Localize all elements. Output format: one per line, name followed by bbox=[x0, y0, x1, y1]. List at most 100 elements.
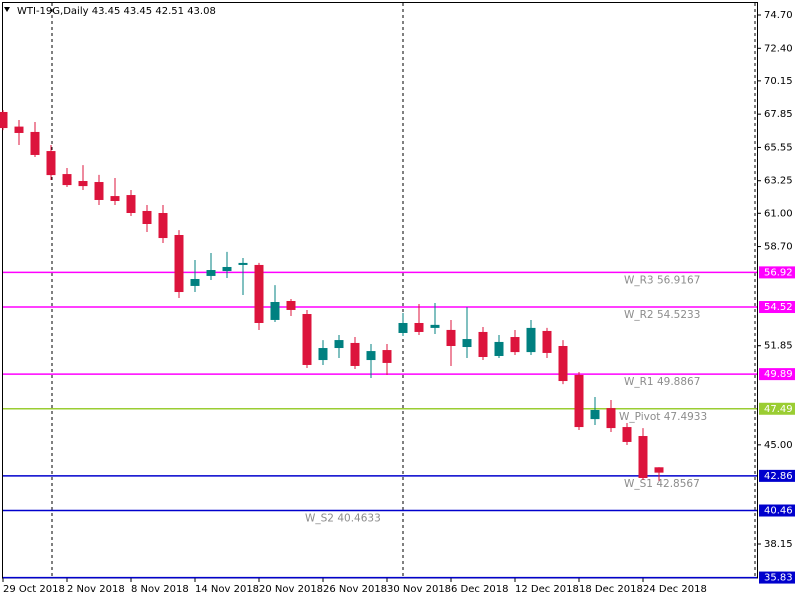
collapse-icon bbox=[4, 7, 10, 12]
level-axis-label: 56.92 bbox=[764, 267, 793, 278]
candle-body bbox=[654, 467, 664, 473]
candle-body bbox=[78, 181, 88, 187]
level-name: W_R2 bbox=[624, 309, 654, 321]
candle-body bbox=[430, 324, 440, 328]
header-close: 43.08 bbox=[187, 6, 216, 17]
header-open: 43.45 bbox=[92, 6, 121, 17]
level-label: W_R2 54.5233 bbox=[624, 309, 700, 321]
chart-header: WTI-19G,Daily 43.45 43.45 42.51 43.08 bbox=[17, 6, 216, 17]
header-low: 42.51 bbox=[155, 6, 184, 17]
x-tick-label: 12 Dec 2018 bbox=[515, 584, 579, 595]
level-label: W_Pivot 47.4933 bbox=[619, 411, 707, 423]
candle-body bbox=[590, 409, 600, 420]
level-value: 47.4933 bbox=[664, 411, 707, 423]
level-value: 49.8867 bbox=[657, 376, 700, 388]
candle-body bbox=[606, 408, 616, 429]
level-axis-box bbox=[759, 571, 795, 584]
candle-body bbox=[190, 278, 200, 286]
y-tick-label: 38.15 bbox=[764, 539, 793, 550]
x-tick-label: 8 Nov 2018 bbox=[131, 584, 189, 595]
candle-body bbox=[398, 322, 408, 333]
level-label: W_R3 56.9167 bbox=[624, 274, 700, 286]
candle-body bbox=[0, 111, 8, 129]
candle-body bbox=[238, 262, 248, 265]
candle-body bbox=[382, 350, 392, 363]
candle-body bbox=[494, 341, 504, 356]
x-tick-label: 20 Nov 2018 bbox=[259, 584, 323, 595]
level-value: 40.4633 bbox=[337, 513, 380, 525]
level-axis-box bbox=[759, 504, 795, 517]
candle-body bbox=[46, 151, 56, 176]
level-name: W_S2 bbox=[305, 513, 334, 525]
y-tick-label: 74.70 bbox=[764, 10, 793, 21]
level-value: 42.8567 bbox=[656, 478, 699, 490]
x-tick-label: 29 Oct 2018 bbox=[3, 584, 65, 595]
y-tick-label: 65.55 bbox=[764, 142, 793, 153]
level-label: W_S1 42.8567 bbox=[624, 478, 700, 490]
candle-body bbox=[62, 174, 72, 186]
x-tick-label: 18 Dec 2018 bbox=[579, 584, 643, 595]
candle-body bbox=[366, 351, 376, 361]
level-axis-label: 49.89 bbox=[764, 369, 793, 380]
y-tick-label: 70.15 bbox=[764, 76, 793, 87]
candle-body bbox=[622, 427, 632, 442]
candle-body bbox=[14, 126, 24, 133]
candle-body bbox=[206, 270, 216, 276]
header-high: 43.45 bbox=[124, 6, 153, 17]
candle-body bbox=[446, 329, 456, 347]
candle-body bbox=[158, 212, 168, 239]
candle-body bbox=[254, 264, 264, 323]
level-axis-label: 40.46 bbox=[764, 506, 793, 517]
candle-body bbox=[222, 266, 232, 272]
candle-body bbox=[318, 348, 328, 361]
y-tick-label: 72.40 bbox=[764, 43, 793, 54]
level-axis-label: 35.83 bbox=[764, 573, 793, 584]
level-value: 54.5233 bbox=[657, 309, 700, 321]
level-axis-box bbox=[759, 368, 795, 381]
candle-body bbox=[142, 210, 152, 224]
candle-body bbox=[542, 330, 552, 353]
level-axis-label: 42.86 bbox=[764, 471, 793, 482]
y-tick-label: 58.70 bbox=[764, 242, 793, 253]
y-tick-label: 51.85 bbox=[764, 341, 793, 352]
candle-body bbox=[638, 436, 648, 478]
candle-body bbox=[350, 342, 360, 366]
level-axis-box bbox=[759, 301, 795, 314]
candle-body bbox=[302, 314, 312, 365]
candle-body bbox=[30, 131, 40, 155]
candle-body bbox=[94, 182, 104, 200]
chart-title: WTI-19G,Daily bbox=[17, 6, 89, 17]
candle-body bbox=[574, 374, 584, 428]
candle-body bbox=[558, 346, 568, 382]
candle-body bbox=[510, 337, 520, 353]
level-label: W_R1 49.8867 bbox=[624, 376, 700, 388]
candle-body bbox=[414, 322, 424, 332]
level-name: W_S1 bbox=[624, 478, 653, 490]
candle-body bbox=[110, 196, 120, 201]
x-tick-label: 24 Dec 2018 bbox=[643, 584, 707, 595]
level-axis-box bbox=[759, 266, 795, 279]
candle-body bbox=[126, 195, 136, 213]
candle-body bbox=[174, 234, 184, 293]
candle-body bbox=[334, 340, 344, 349]
level-axis-box bbox=[759, 469, 795, 482]
y-tick-label: 61.00 bbox=[764, 208, 793, 219]
level-axis-label: 54.52 bbox=[764, 302, 793, 313]
x-tick-label: 6 Dec 2018 bbox=[451, 584, 509, 595]
candle-body bbox=[526, 327, 536, 353]
y-tick-label: 63.25 bbox=[764, 176, 793, 187]
x-tick-label: 14 Nov 2018 bbox=[195, 584, 259, 595]
x-tick-label: 26 Nov 2018 bbox=[323, 584, 387, 595]
x-tick-label: 30 Nov 2018 bbox=[387, 584, 451, 595]
candle-body bbox=[286, 300, 296, 310]
y-tick-label: 67.85 bbox=[764, 109, 793, 120]
level-axis-box bbox=[759, 402, 795, 415]
level-name: W_Pivot bbox=[619, 411, 660, 423]
level-value: 56.9167 bbox=[657, 274, 700, 286]
level-label: W_S2 40.4633 bbox=[305, 513, 381, 525]
x-tick-label: 2 Nov 2018 bbox=[67, 584, 125, 595]
level-name: W_R1 bbox=[624, 376, 654, 388]
candle-body bbox=[270, 302, 280, 320]
